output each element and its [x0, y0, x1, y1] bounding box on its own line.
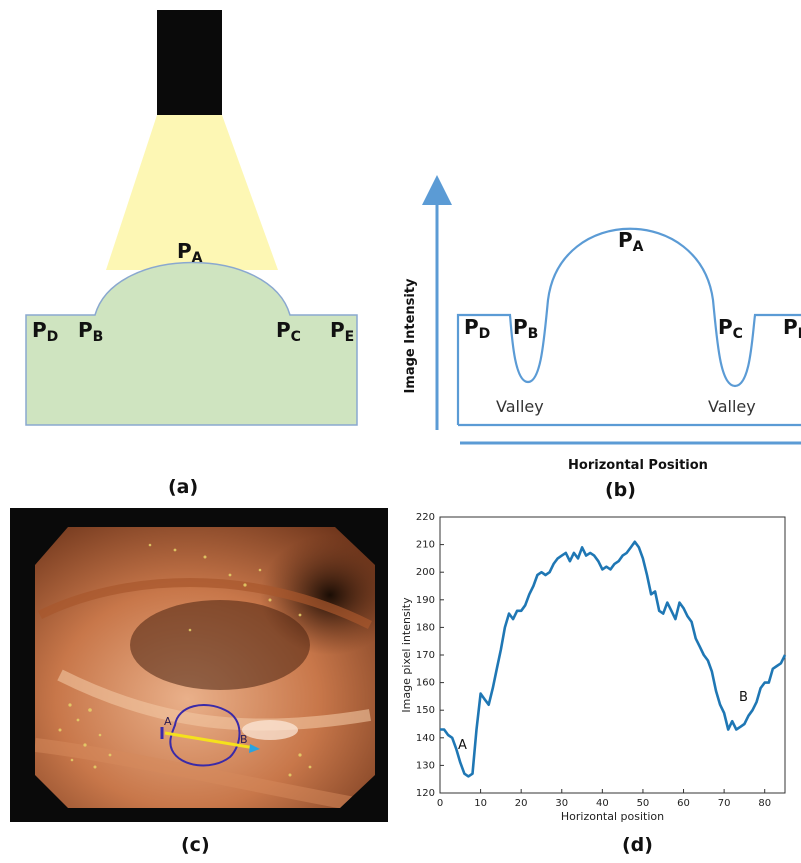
panel-d: 0 10 20 30 40 50 60 70 80 120 130 140 150 160 170 180 19… [400, 505, 801, 863]
tissue-surface [25, 261, 358, 426]
y-tick-label: 180 [416, 622, 435, 633]
marker-a-label: A [164, 715, 172, 728]
point-label-e: PE [783, 315, 801, 342]
panel-a-diagram: PA PB PC PD PE [25, 10, 358, 426]
point-label-a: PA [177, 239, 203, 266]
endoscopy-image: A B [10, 508, 388, 822]
x-tick-label: 70 [718, 798, 731, 809]
plot-frame [439, 516, 786, 794]
x-tick-label: 10 [474, 798, 487, 809]
y-axis-label: Image Intensity [403, 278, 418, 394]
series-line [440, 540, 787, 778]
y-tick-label: 170 [416, 650, 435, 661]
point-label-b: PB [78, 318, 103, 345]
intensity-curve [456, 227, 801, 425]
y-tick-label: 150 [416, 705, 435, 716]
point-label-c: PC [718, 315, 743, 342]
x-axis-label: Horizontal position [561, 810, 664, 823]
x-tick-label: 40 [596, 798, 609, 809]
y-axis-label: Image pixel intensity [400, 597, 413, 713]
y-tick-label: 210 [416, 540, 435, 551]
lesion-outline [169, 704, 241, 767]
caption-d: (d) [622, 834, 653, 856]
y-tick-label: 140 [416, 733, 435, 744]
panel-b: Image Intensity Horizontal Position PA P… [400, 0, 801, 510]
x-tick-label: 60 [677, 798, 690, 809]
y-tick-label: 160 [416, 678, 435, 689]
marker-b-arrow [249, 744, 260, 753]
x-tick-label: 50 [637, 798, 650, 809]
y-tick-label: 130 [416, 760, 435, 771]
x-tick-label: 30 [555, 798, 568, 809]
point-label-a: PA [618, 228, 644, 255]
point-label-c: PC [276, 318, 301, 345]
panel-c: A B (c) [0, 505, 400, 863]
x-tick-label: 80 [758, 798, 771, 809]
caption-c: (c) [181, 834, 210, 856]
point-label-b: PB [513, 315, 538, 342]
caption-b: (b) [605, 479, 636, 501]
panel-a: PA PB PC PD PE (a) [0, 0, 400, 510]
caption-a: (a) [168, 476, 199, 498]
light-cone [106, 115, 278, 270]
intensity-line-chart: 0 10 20 30 40 50 60 70 80 120 130 140 150 160 170 180 19… [400, 512, 787, 823]
camera-body [157, 10, 222, 115]
chart-annotation-a: A [458, 738, 467, 753]
y-tick-label: 190 [416, 595, 435, 606]
y-tick-label: 220 [416, 512, 435, 523]
point-label-d: PD [464, 315, 490, 342]
point-label-d: PD [32, 318, 58, 345]
valley-label-right: Valley [708, 397, 756, 416]
y-tick-label: 200 [416, 567, 435, 578]
profile-line [164, 731, 256, 750]
chart-annotation-b: B [739, 690, 748, 705]
marker-b-label: B [240, 733, 248, 746]
panel-b-diagram: Image Intensity Horizontal Position PA P… [403, 175, 801, 473]
x-tick-label: 0 [437, 798, 443, 809]
x-axis-label: Horizontal Position [568, 458, 708, 473]
point-label-e: PE [330, 318, 354, 345]
valley-label-left: Valley [496, 397, 544, 416]
x-tick-label: 20 [515, 798, 528, 809]
y-tick-label: 120 [416, 788, 435, 799]
